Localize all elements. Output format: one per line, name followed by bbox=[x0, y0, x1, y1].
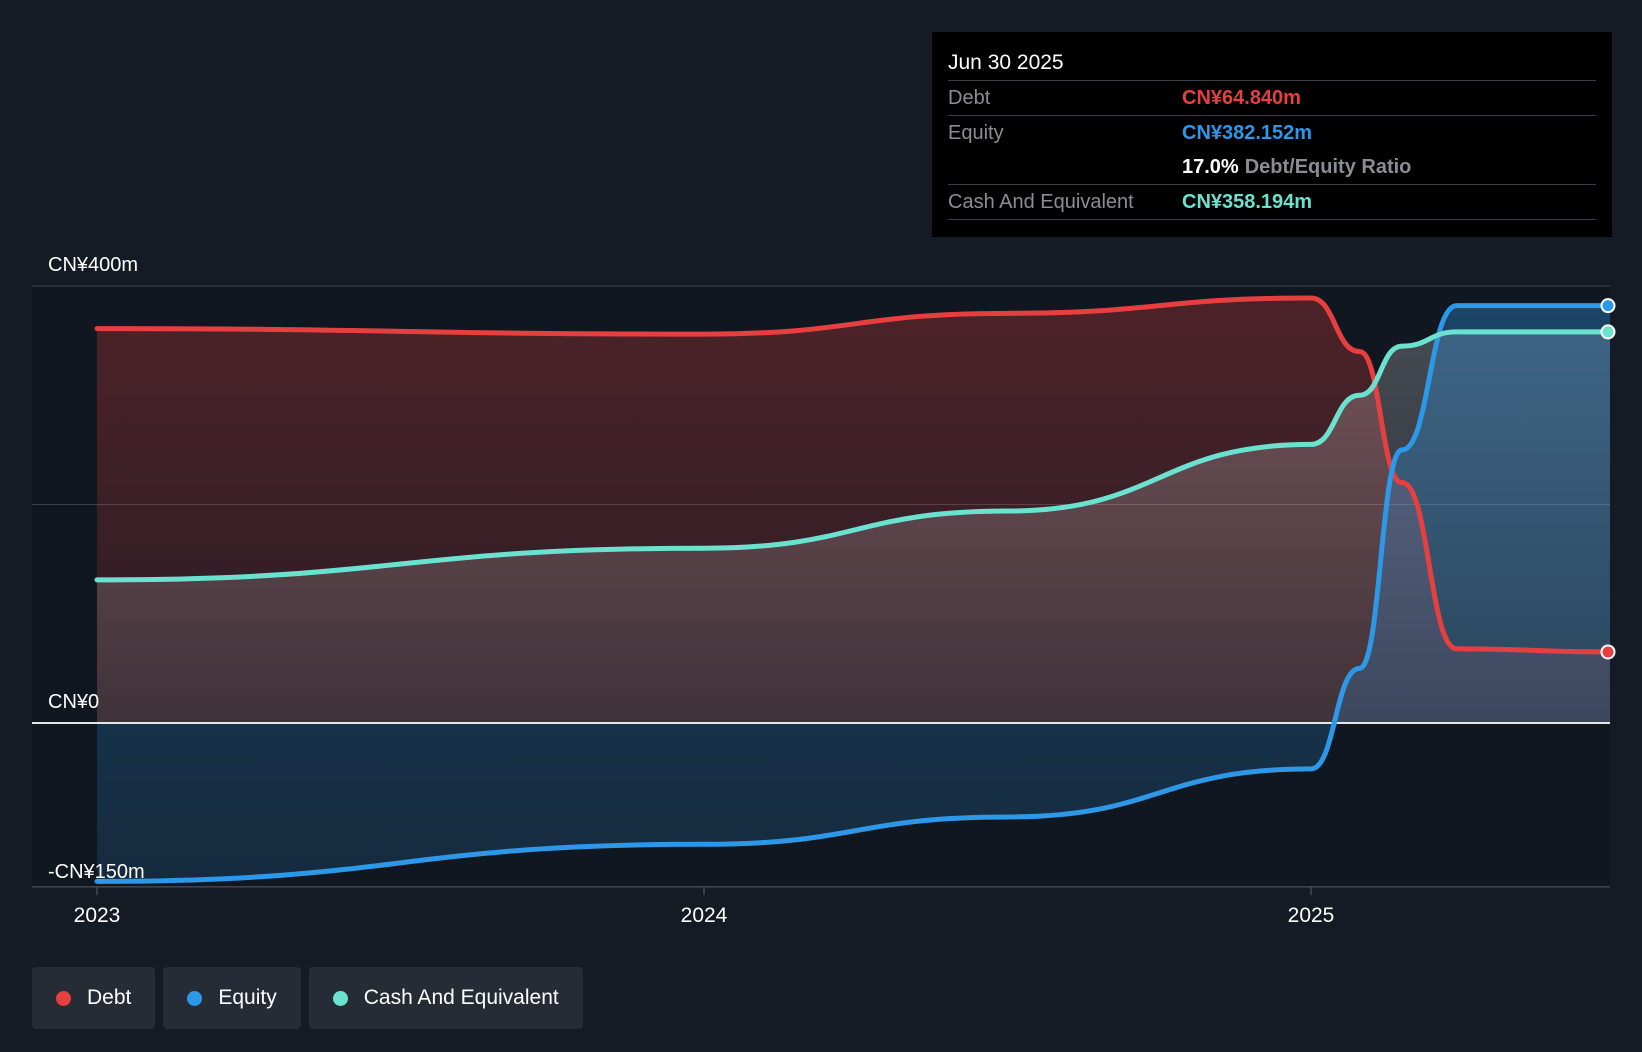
debt-equity-chart: CN¥400m CN¥0 -CN¥150m 2023 2024 2025 bbox=[32, 254, 1616, 927]
tooltip-ratio-row: 17.0% Debt/Equity Ratio bbox=[948, 150, 1596, 185]
tooltip-equity-label: Equity bbox=[948, 122, 1004, 144]
equity-area bbox=[97, 305, 1610, 882]
debt-end-marker bbox=[1600, 644, 1616, 660]
legend-item-cash[interactable]: Cash And Equivalent bbox=[308, 967, 583, 1029]
tooltip-panel: Jun 30 2025 Debt CN¥64.840m Equity CN¥38… bbox=[932, 32, 1612, 237]
tooltip-ratio-label: Debt/Equity Ratio bbox=[1244, 156, 1412, 178]
cash-area bbox=[97, 331, 1610, 723]
legend-equity-label: Equity bbox=[218, 986, 277, 1009]
tooltip-debt-value: CN¥64.840m bbox=[1182, 87, 1301, 109]
legend-item-equity[interactable]: Equity bbox=[163, 967, 301, 1029]
equity-line bbox=[94, 303, 1613, 884]
y-tick-label: CN¥0 bbox=[48, 691, 99, 713]
tooltip-debt-label: Debt bbox=[948, 87, 991, 109]
cash-dot-icon bbox=[332, 990, 348, 1006]
x-tick-label: 2023 bbox=[74, 904, 121, 927]
legend-item-debt[interactable]: Debt bbox=[32, 967, 156, 1029]
tooltip-cash-label: Cash And Equivalent bbox=[948, 191, 1134, 213]
legend-cash-label: Cash And Equivalent bbox=[363, 986, 559, 1009]
chart-legend: Debt Equity Cash And Equivalent bbox=[32, 967, 583, 1029]
x-tick-label: 2024 bbox=[681, 904, 728, 927]
cash-line bbox=[94, 329, 1613, 583]
tooltip-cash-value: CN¥358.194m bbox=[1182, 191, 1313, 213]
equity-dot-icon bbox=[187, 990, 203, 1006]
debt-dot-icon bbox=[56, 990, 71, 1006]
tooltip-ratio-value: 17.0% bbox=[1182, 156, 1239, 178]
debt-line bbox=[94, 295, 1613, 655]
tooltip-equity-row: Equity CN¥382.152m bbox=[948, 116, 1596, 150]
y-tick-label: CN¥400m bbox=[48, 254, 138, 276]
cash-end-marker bbox=[1600, 324, 1616, 340]
tooltip-date: Jun 30 2025 bbox=[948, 46, 1596, 81]
legend-debt-label: Debt bbox=[87, 986, 132, 1009]
tooltip-cash-row: Cash And Equivalent CN¥358.194m bbox=[948, 185, 1596, 220]
tooltip-equity-value: CN¥382.152m bbox=[1182, 122, 1313, 144]
y-tick-label: -CN¥150m bbox=[48, 861, 145, 883]
equity-end-marker bbox=[1600, 298, 1616, 314]
tooltip-debt-row: Debt CN¥64.840m bbox=[948, 81, 1596, 116]
x-tick-label: 2025 bbox=[1288, 904, 1335, 927]
